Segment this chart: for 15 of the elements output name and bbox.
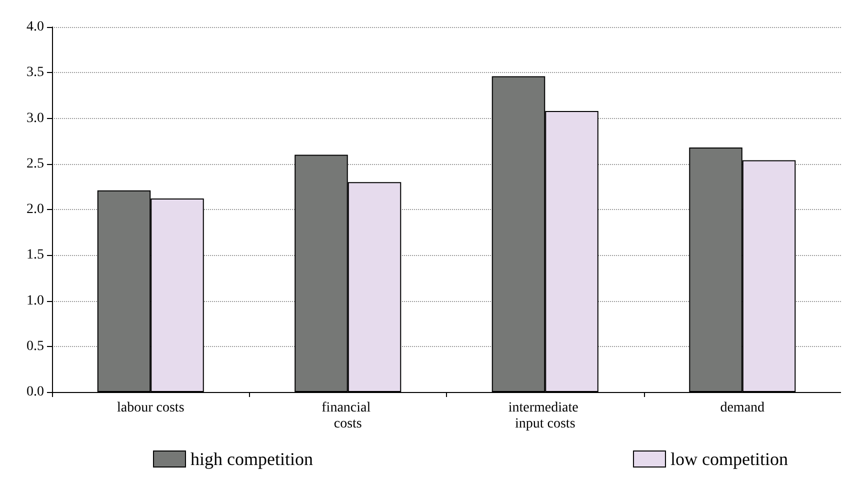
legend-label: high competition [190,449,313,469]
y-tick-label: 1.5 [26,248,44,263]
x-tick-label: financial costs [322,400,374,432]
x-tick-label: intermediate input costs [508,400,582,432]
y-tick-label: 0.0 [26,384,44,400]
y-tick-label: 2.0 [26,202,44,217]
y-tick-label: 3.5 [26,65,44,80]
x-tick-label: demand [720,400,765,416]
y-tick-label: 1.0 [26,293,44,308]
x-tick-label: labour costs [116,400,184,416]
y-tick-label: 2.5 [26,156,44,172]
y-tick-label: 3.0 [26,110,44,126]
y-tick-label: 0.5 [26,338,44,354]
y-tick-label: 4.0 [26,20,44,34]
legend-label: low competition [670,449,788,469]
